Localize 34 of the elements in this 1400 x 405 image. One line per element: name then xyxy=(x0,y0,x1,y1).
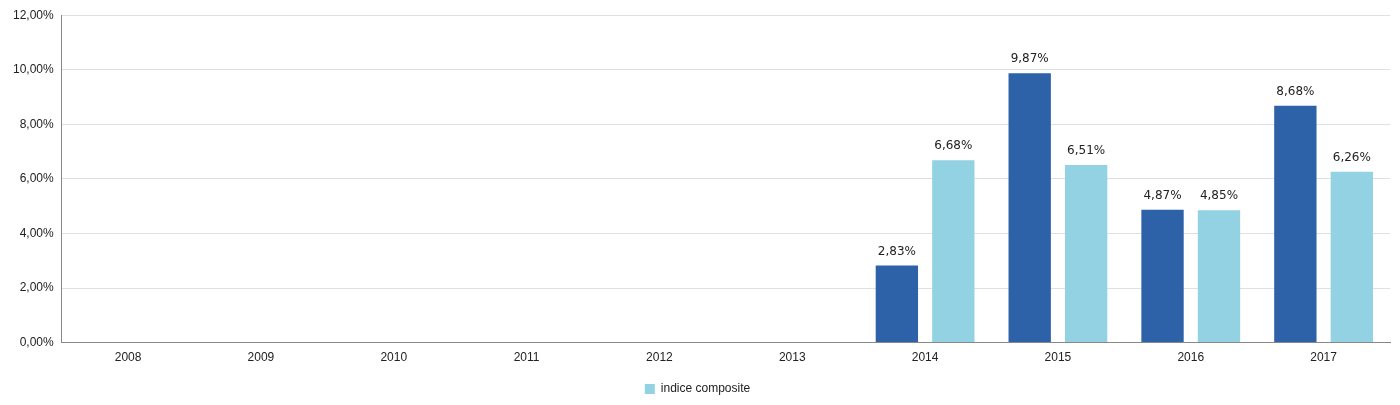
data-label: 6,68% xyxy=(934,138,973,153)
data-label: 6,51% xyxy=(1067,143,1106,158)
y-tick-label: 6,00% xyxy=(19,171,55,186)
x-tick-label: 2011 xyxy=(513,350,540,365)
x-tick-label: 2009 xyxy=(247,350,275,365)
x-tick-label: 2012 xyxy=(646,350,674,365)
data-label: 6,26% xyxy=(1332,149,1371,164)
x-tick-label: 2008 xyxy=(114,350,142,365)
y-tick-label: 12,00% xyxy=(13,7,55,22)
x-tick-label: 2010 xyxy=(380,350,408,365)
x-tick-label: 2016 xyxy=(1177,350,1205,365)
data-label: 8,68% xyxy=(1276,83,1315,98)
bar xyxy=(1141,209,1184,343)
bar xyxy=(1197,210,1241,343)
x-tick-label: 2015 xyxy=(1044,350,1072,365)
y-tick-label: 0,00% xyxy=(19,334,55,349)
y-tick-label: 2,00% xyxy=(19,280,55,295)
y-tick-label: 10,00% xyxy=(13,62,55,77)
bar xyxy=(1008,73,1051,343)
data-label: 2,83% xyxy=(877,243,916,258)
x-tick-label: 2017 xyxy=(1310,350,1338,365)
y-tick-label: 8,00% xyxy=(19,116,55,131)
data-label: 4,85% xyxy=(1199,188,1239,203)
bar xyxy=(1274,105,1317,343)
bar xyxy=(932,160,975,343)
legend-label: indice composite xyxy=(660,381,751,396)
x-tick-label: 2014 xyxy=(911,350,939,365)
data-label: 4,87% xyxy=(1143,187,1182,202)
y-tick-label: 4,00% xyxy=(19,225,55,240)
x-tick-label: 2013 xyxy=(778,350,806,365)
bar xyxy=(1064,164,1108,343)
data-label: 9,87% xyxy=(1010,51,1049,66)
bar xyxy=(1330,171,1373,343)
bar xyxy=(875,265,919,343)
